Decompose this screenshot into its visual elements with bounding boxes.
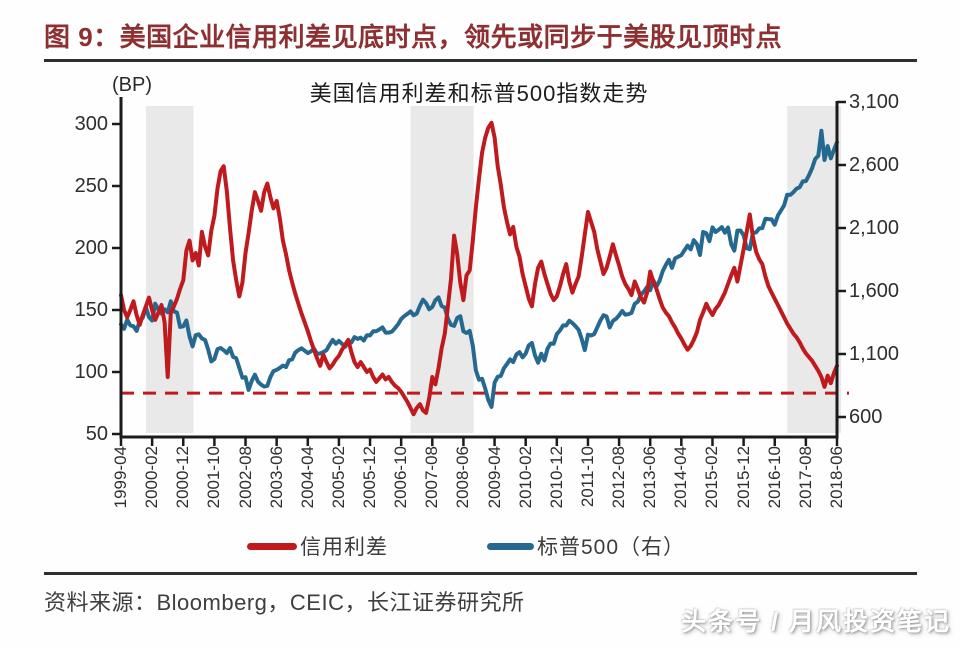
source-line: 资料来源：Bloomberg，CEIC，长江证券研究所 bbox=[44, 590, 525, 615]
sp500-line bbox=[119, 128, 839, 409]
credit-spread-legend-label: 信用利差 bbox=[300, 536, 388, 559]
footer-divider-rule bbox=[44, 572, 917, 575]
right-axis-tick-label: 3,100 bbox=[849, 91, 900, 113]
left-axis-tick-label: 100 bbox=[74, 361, 108, 383]
right-axis-tick-label: 1,600 bbox=[849, 280, 900, 302]
right-axis-tick-label: 2,100 bbox=[849, 217, 900, 239]
legend-item-sp500: 标普500（右） bbox=[487, 531, 685, 561]
chart-title: 美国信用利差和标普500指数走势 bbox=[309, 81, 649, 106]
right-axis-tick-label: 2,600 bbox=[849, 154, 900, 176]
left-axis-tick-label: 200 bbox=[74, 237, 108, 259]
right-axis-tick-label: 600 bbox=[849, 406, 883, 428]
left-axis-tick-label: 50 bbox=[85, 423, 108, 445]
legend-item-credit-spread: 信用利差 bbox=[247, 531, 388, 561]
left-axis-unit-label: (BP) bbox=[112, 74, 152, 96]
credit-spread-legend-swatch bbox=[247, 542, 297, 550]
sp500-legend-swatch bbox=[487, 542, 534, 550]
watermark: 头条号 / 月风投资笔记 bbox=[681, 608, 951, 636]
left-axis-tick-label: 300 bbox=[74, 113, 108, 135]
shaded-band bbox=[410, 106, 474, 433]
title-divider-rule bbox=[44, 59, 917, 62]
right-axis-tick-label: 1,100 bbox=[849, 343, 900, 365]
credit-spread-line bbox=[119, 120, 839, 417]
figure-title: 图 9：美国企业信用利差见底时点，领先或同步于美股见顶时点 bbox=[44, 22, 783, 52]
left-axis-tick-label: 150 bbox=[74, 299, 108, 321]
left-axis-tick-label: 250 bbox=[74, 175, 108, 197]
sp500-legend-label: 标普500（右） bbox=[537, 536, 686, 559]
